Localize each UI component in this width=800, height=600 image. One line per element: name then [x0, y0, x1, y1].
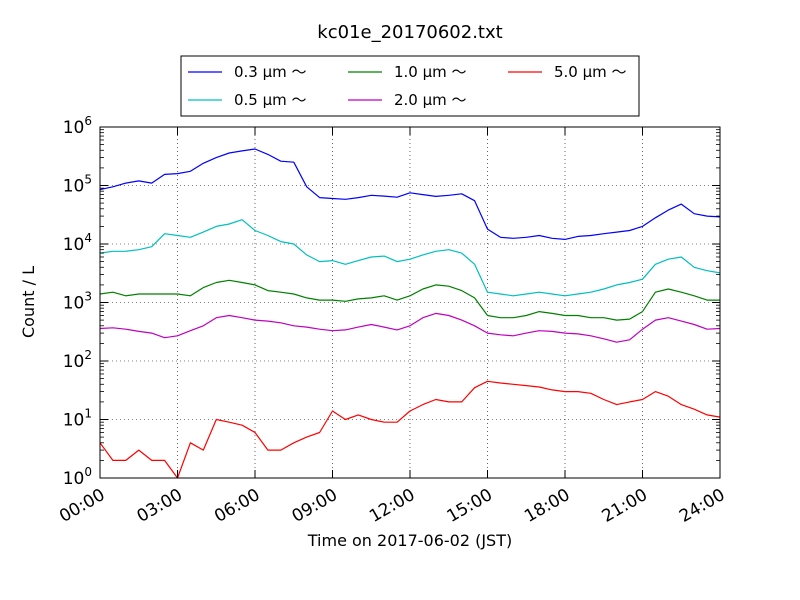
x-tick-label: 18:00 [521, 485, 573, 527]
chart-title: kc01e_20170602.txt [317, 22, 502, 43]
series-line [99, 279, 720, 321]
y-tick-label: 100 [63, 465, 92, 489]
series-line [99, 219, 721, 297]
x-axis-label: Time on 2017-06-02 (JST) [307, 531, 512, 550]
series-lines [99, 148, 721, 479]
y-tick-label: 104 [63, 231, 92, 255]
x-tick-label: 24:00 [676, 485, 728, 527]
legend-label: 0.3 μm ～ [234, 63, 307, 81]
x-tick-label: 06:00 [211, 485, 263, 527]
y-tick-label: 101 [63, 407, 92, 431]
legend-label: 5.0 μm ～ [554, 63, 627, 81]
series-line [99, 312, 721, 343]
series-line [99, 380, 721, 479]
x-tick-label: 03:00 [134, 485, 186, 527]
x-tick-label: 00:00 [56, 485, 108, 527]
series-line [99, 148, 721, 240]
tick-marks [99, 126, 721, 479]
x-tick-labels: 00:00 03:00 06:00 09:00 12:00 15:00 18:00 21:00… [56, 485, 728, 527]
y-tick-labels: 100 101 102 103 104 105 106 [63, 114, 92, 489]
grid [99, 126, 721, 479]
x-tick-label: 15:00 [444, 485, 496, 527]
y-tick-label: 103 [63, 290, 92, 314]
y-axis-label: Count / L [19, 266, 38, 338]
x-tick-label: 09:00 [289, 485, 341, 527]
legend-box [180, 55, 640, 117]
y-tick-label: 105 [63, 173, 92, 197]
legend: 0.3 μm ～ 0.5 μm ～ 1.0 μm ～ 2.0 μm ～ 5.0 μm ～ [180, 55, 640, 117]
y-tick-label: 106 [63, 114, 92, 138]
y-tick-label: 102 [63, 348, 92, 372]
legend-label: 1.0 μm ～ [394, 63, 467, 81]
x-tick-label: 21:00 [599, 485, 651, 527]
legend-label: 2.0 μm ～ [394, 91, 467, 109]
x-tick-label: 12:00 [366, 485, 418, 527]
legend-label: 0.5 μm ～ [234, 91, 307, 109]
